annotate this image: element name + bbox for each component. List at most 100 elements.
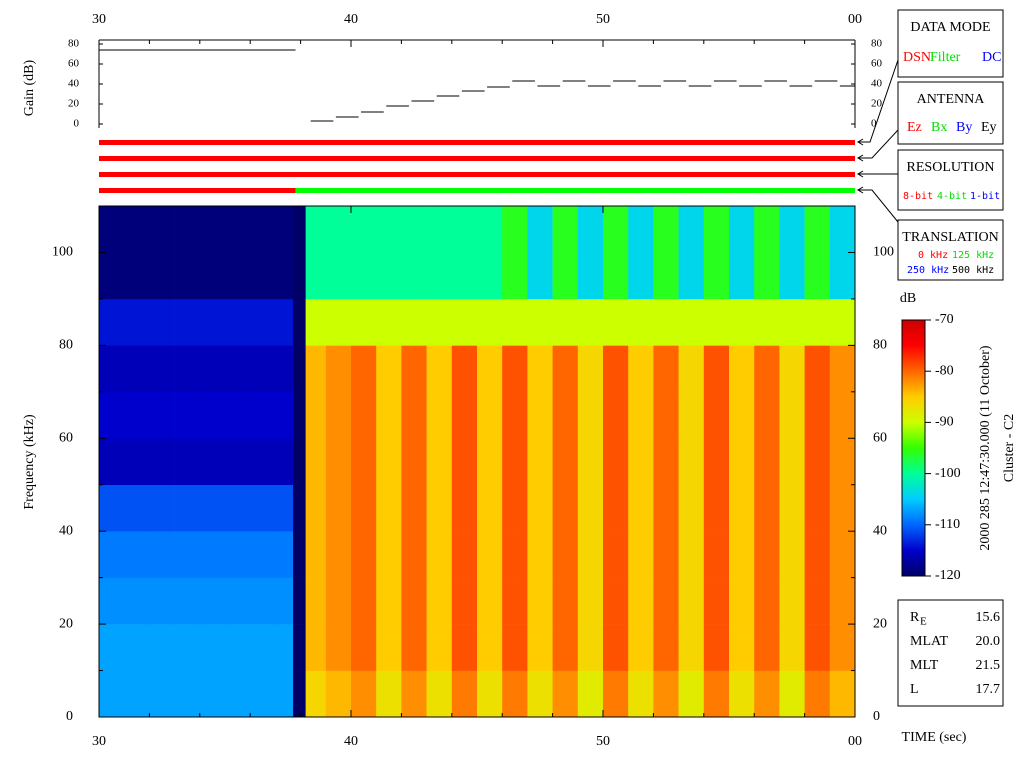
- info-value: 15.6: [976, 610, 1001, 625]
- info-label: MLAT: [910, 634, 949, 649]
- spectrogram-cell: [653, 484, 679, 532]
- spectrogram-cell: [451, 484, 478, 532]
- spectrogram-cell: [376, 438, 402, 486]
- legend-panel-title: TRANSLATION: [902, 230, 998, 245]
- spectrogram-cell: [829, 484, 856, 532]
- spectrogram-cell: [477, 391, 503, 439]
- spectrogram-cell: [804, 345, 831, 393]
- spectrogram-cell: [99, 484, 125, 532]
- colorbar-tick-label: -100: [935, 466, 961, 481]
- spectrogram-cell: [325, 577, 352, 625]
- spectrogram-cell: [124, 252, 150, 300]
- spectrogram-cell: [293, 206, 306, 253]
- spectrogram-cell: [552, 391, 579, 439]
- legend-panel-title: ANTENNA: [917, 92, 986, 107]
- spectrogram-cell: [305, 484, 327, 532]
- spectrogram-cell: [527, 577, 553, 625]
- spectrogram-cell: [426, 298, 453, 346]
- spectrogram-cell: [124, 484, 150, 532]
- spectrogram-cell: [451, 577, 478, 625]
- spectrogram-cell: [703, 298, 730, 346]
- spectrogram-cell: [678, 438, 705, 486]
- spectrogram-cell: [351, 252, 377, 300]
- spectrogram-cell: [275, 484, 294, 532]
- spectrogram-cell: [305, 438, 327, 486]
- spectrogram-cell: [552, 624, 579, 671]
- spectrogram-cell: [199, 670, 226, 718]
- spectrogram-cell: [603, 531, 629, 578]
- spectrogram-cell: [174, 438, 201, 486]
- spectrogram-cell: [174, 624, 201, 671]
- colorbar-label: dB: [900, 291, 916, 306]
- spectrogram-cell: [426, 345, 453, 393]
- spectrogram-cell: [275, 391, 294, 439]
- spectrogram-cell: [552, 484, 579, 532]
- spectrogram-cell: [351, 298, 377, 346]
- x-tick-label: 50: [596, 734, 610, 749]
- spectrogram-cell: [225, 531, 251, 578]
- spectrogram-cell: [451, 298, 478, 346]
- spectrogram-cell: [305, 577, 327, 625]
- spectrogram-cell: [124, 577, 150, 625]
- spectrogram-cell: [779, 577, 805, 625]
- spectrogram-cell: [149, 484, 175, 532]
- legend-item: Bx: [931, 120, 947, 135]
- spectrogram-cell: [703, 670, 730, 718]
- spectrogram-cell: [174, 577, 201, 625]
- spectrogram-cell: [779, 206, 805, 253]
- spectrogram-cell: [552, 345, 579, 393]
- spectrogram-cell: [451, 531, 478, 578]
- spectrogram-cell: [293, 624, 306, 671]
- spectrogram-cell: [199, 438, 226, 486]
- spectrogram-cell: [678, 252, 705, 300]
- spectrogram-cell: [275, 577, 294, 625]
- arrowhead: [857, 186, 864, 194]
- spectrogram-cell: [477, 345, 503, 393]
- spectrogram-cell: [729, 577, 755, 625]
- spectrogram-cell: [703, 345, 730, 393]
- spectrogram-cell: [426, 438, 453, 486]
- spectrogram-cell: [779, 624, 805, 671]
- spectrogram-cell: [325, 531, 352, 578]
- spectrogram-cell: [99, 577, 125, 625]
- spectrogram-cell: [628, 345, 654, 393]
- x-tick-label: 30: [92, 12, 106, 27]
- spectrogram-cell: [804, 252, 831, 300]
- spectrogram-cell: [779, 531, 805, 578]
- spectrogram-cell: [225, 577, 251, 625]
- spectrogram: [99, 206, 856, 718]
- spectrogram-cell: [124, 391, 150, 439]
- spectrogram-cell: [678, 206, 705, 253]
- y-tick-label: 40: [59, 523, 73, 538]
- spectrogram-cell: [401, 577, 427, 625]
- spectrogram-cell: [703, 206, 730, 253]
- spectrogram-cell: [779, 252, 805, 300]
- spectrogram-cell: [275, 670, 294, 718]
- spectrogram-cell: [678, 298, 705, 346]
- spectrogram-cell: [124, 670, 150, 718]
- y-tick-label: 40: [873, 523, 887, 538]
- spectrogram-cell: [149, 206, 175, 253]
- info-label: MLT: [910, 658, 939, 673]
- spectrogram-cell: [305, 670, 327, 718]
- spectrogram-cell: [293, 391, 306, 439]
- spectrogram-cell: [754, 624, 780, 671]
- y-tick-label: 80: [59, 338, 73, 353]
- spectrogram-cell: [829, 298, 856, 346]
- spectrogram-cell: [124, 298, 150, 346]
- spectrogram-cell: [293, 531, 306, 578]
- spectrogram-cell: [149, 624, 175, 671]
- y-tick-label: 20: [871, 98, 883, 110]
- legend-panel: [897, 81, 1004, 145]
- legend-item: 125 kHz: [952, 250, 994, 261]
- spectrogram-cell: [250, 391, 276, 439]
- spectrogram-cell: [628, 484, 654, 532]
- spectrogram-cell: [477, 298, 503, 346]
- spectrogram-cell: [325, 391, 352, 439]
- spectrogram-cell: [149, 391, 175, 439]
- spectrogram-cell: [653, 252, 679, 300]
- spectrogram-cell: [451, 345, 478, 393]
- spectrogram-cell: [99, 298, 125, 346]
- spectrogram-cell: [527, 438, 553, 486]
- spectrogram-cell: [325, 298, 352, 346]
